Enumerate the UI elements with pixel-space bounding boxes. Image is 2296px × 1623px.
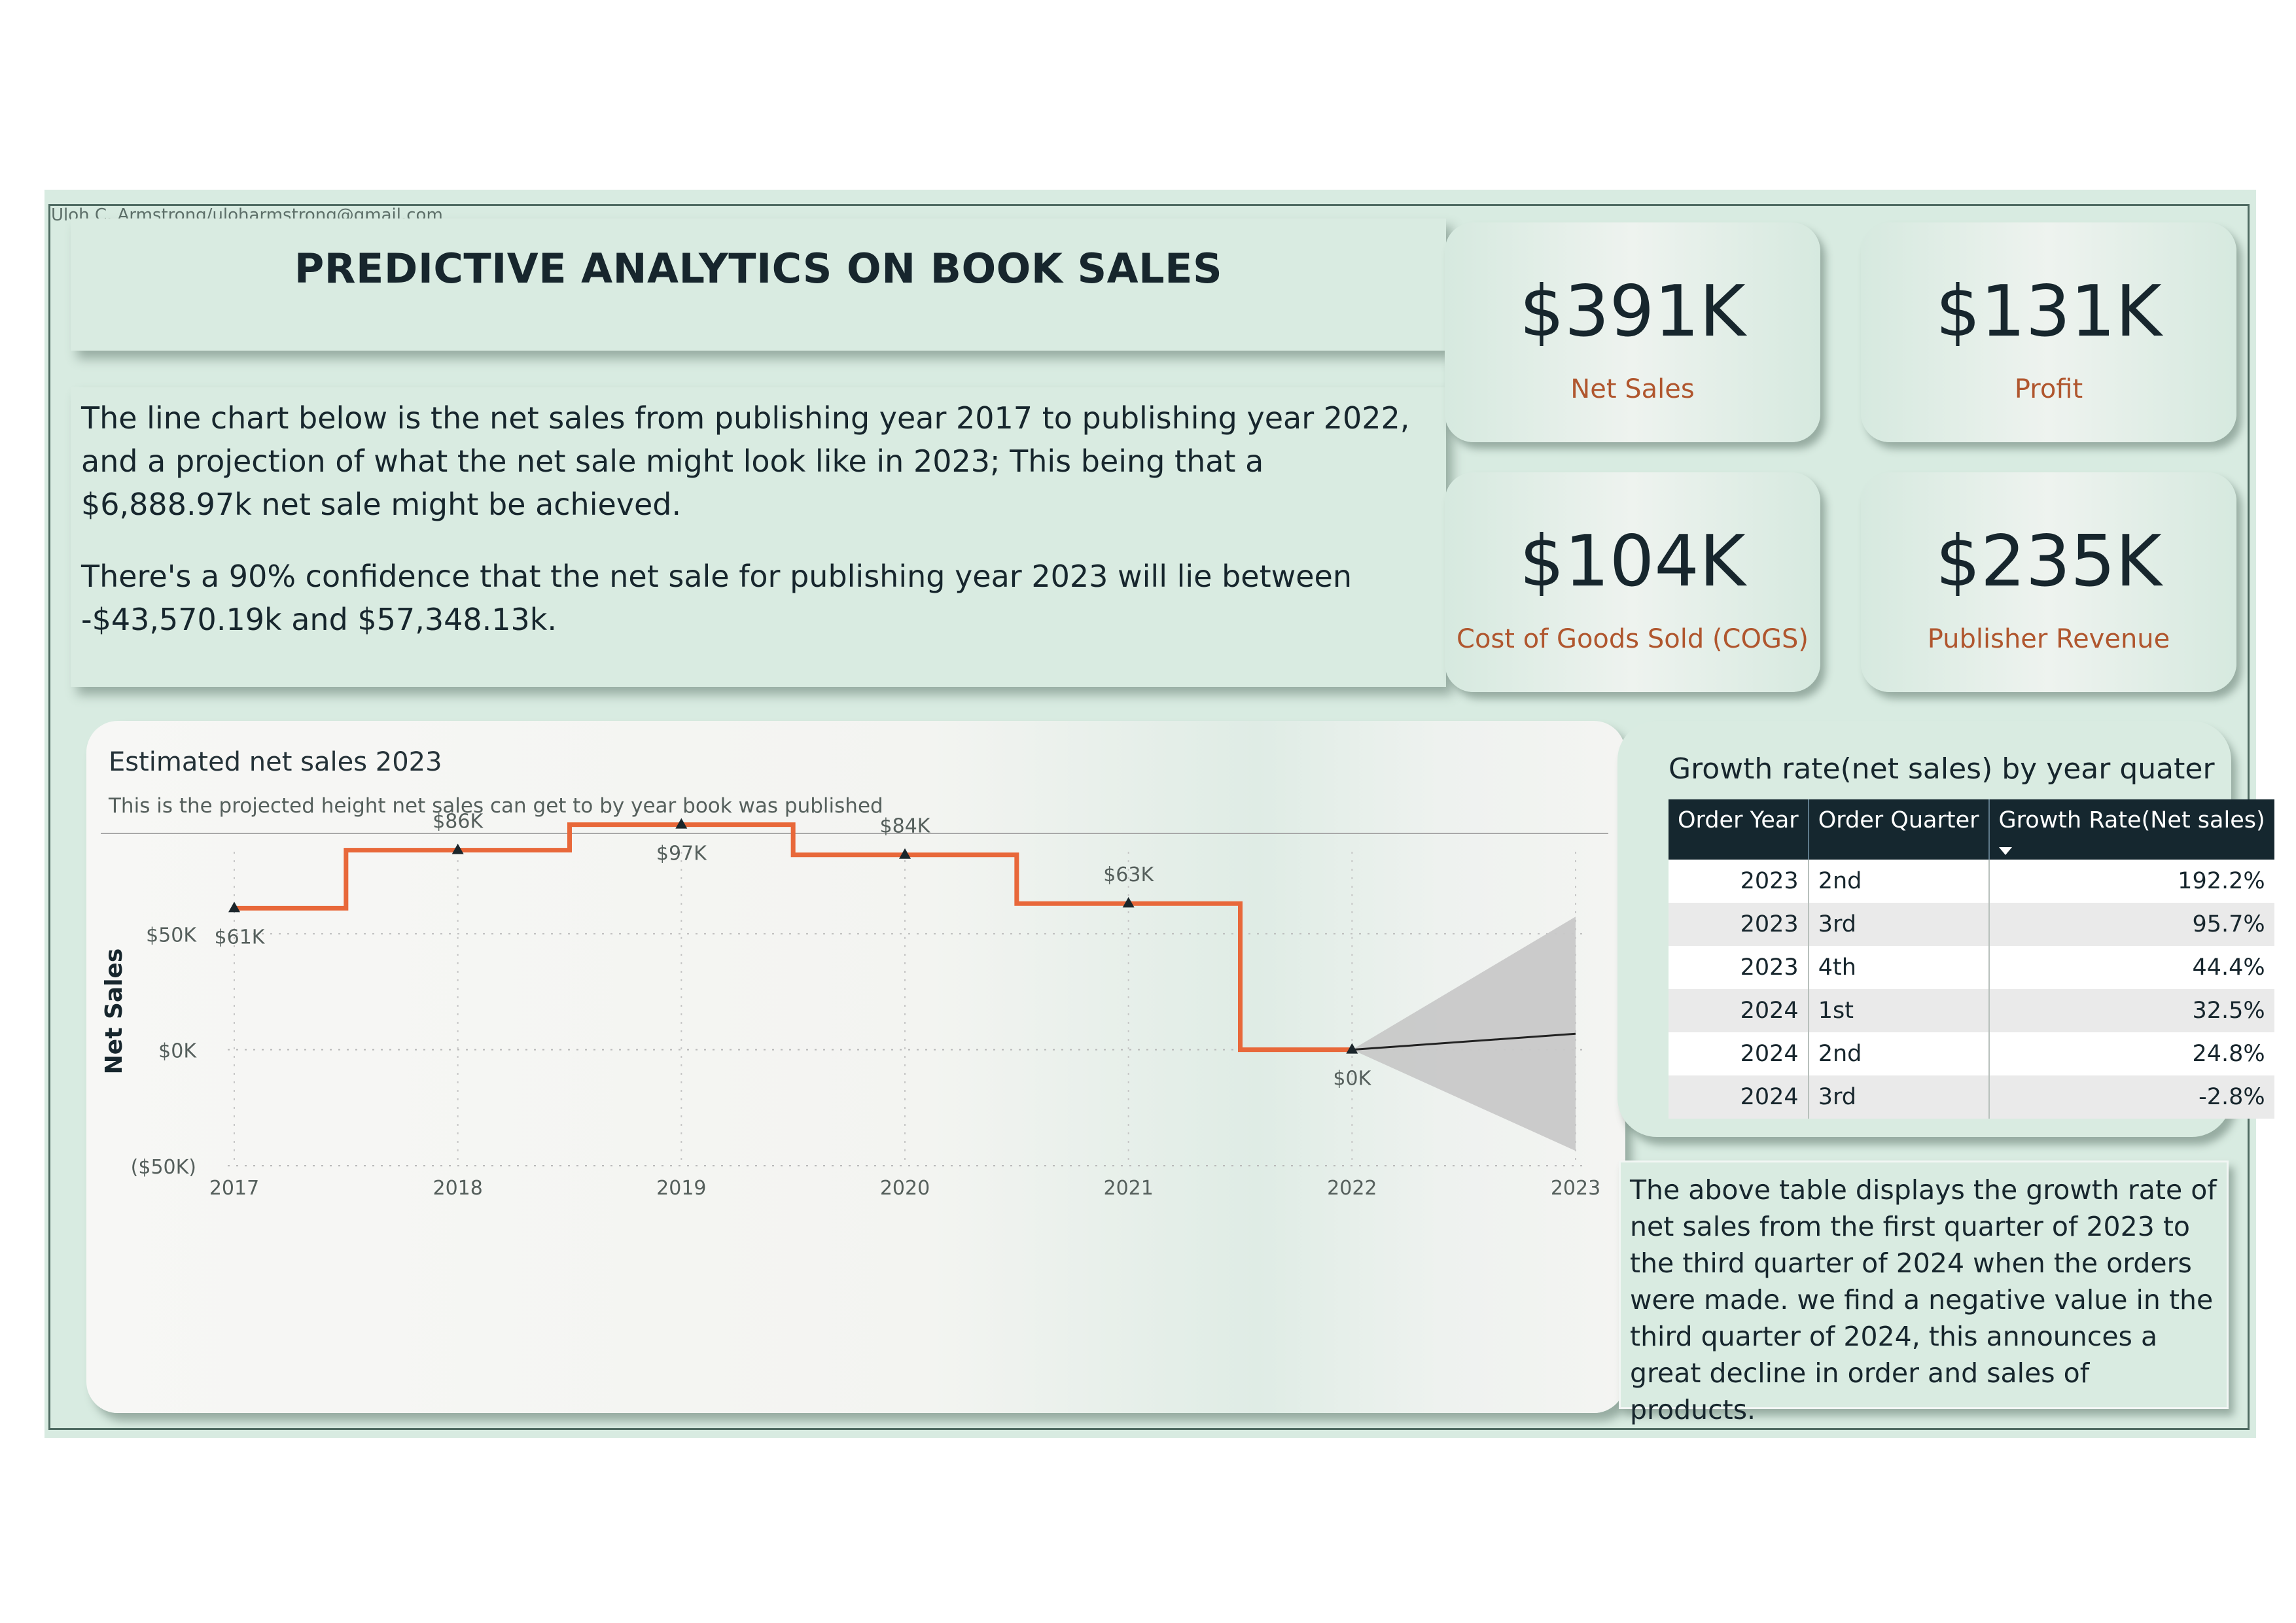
data-point-marker	[675, 818, 688, 829]
x-tick-label: 2019	[656, 1177, 706, 1200]
data-label: $61K	[215, 926, 266, 949]
y-tick-label: $0K	[158, 1040, 197, 1063]
dashboard-canvas: Uloh C. Armstrong/uloharmstrong@gmail.co…	[44, 190, 2274, 1438]
column-header-order-year[interactable]: Order Year	[1669, 799, 1809, 860]
cell-order-quarter: 4th	[1808, 946, 1990, 989]
x-tick-label: 2020	[880, 1177, 930, 1200]
description-card: The line chart below is the net sales fr…	[71, 387, 1446, 687]
cell-order-quarter: 3rd	[1808, 903, 1990, 946]
column-header-growth-rate[interactable]: Growth Rate(Net sales)	[1988, 799, 2274, 860]
cell-order-year: 2024	[1669, 989, 1809, 1032]
y-tick-label: $50K	[146, 924, 197, 947]
net-sales-series-line	[234, 822, 1352, 1053]
net-sales-chart-card[interactable]: Estimated net sales 2023 This is the proj…	[86, 721, 1625, 1413]
data-point-marker	[451, 843, 464, 854]
kpi-card-profit[interactable]: $131K Profit	[1861, 222, 2236, 442]
data-label: $86K	[433, 811, 484, 833]
forecast-line	[1352, 1032, 1576, 1051]
x-tick-label: 2017	[209, 1177, 259, 1200]
kpi-label: Publisher Revenue	[1927, 624, 2170, 654]
cell-order-quarter: 2nd	[1808, 860, 1990, 903]
table-row[interactable]: 2023 4th 44.4%	[1669, 946, 2274, 989]
data-label: $0K	[1333, 1068, 1371, 1091]
cell-order-year: 2023	[1669, 946, 1809, 989]
page-title: PREDICTIVE ANALYTICS ON BOOK SALES	[294, 245, 1223, 292]
chart-title: Estimated net sales 2023	[109, 747, 442, 777]
description-paragraph-2: There's a 90% confidence that the net sa…	[81, 559, 1352, 637]
cell-order-year: 2023	[1669, 860, 1809, 903]
column-header-order-quarter[interactable]: Order Quarter	[1808, 799, 1990, 860]
cell-order-quarter: 1st	[1808, 989, 1990, 1032]
cell-growth-rate: 192.2%	[1988, 860, 2274, 903]
title-card: PREDICTIVE ANALYTICS ON BOOK SALES	[71, 218, 1446, 351]
kpi-value: $391K	[1519, 271, 1746, 353]
cell-order-quarter: 3rd	[1808, 1075, 1990, 1119]
y-axis-label: Net Sales	[101, 949, 128, 1075]
data-point-marker	[1346, 1043, 1358, 1054]
cell-growth-rate: 32.5%	[1988, 989, 2274, 1032]
chart-subtitle: This is the projected height net sales c…	[108, 794, 883, 818]
cell-growth-rate: 44.4%	[1988, 946, 2274, 989]
kpi-label: Cost of Goods Sold (COGS)	[1457, 624, 1809, 654]
table-row[interactable]: 2023 3rd 95.7%	[1669, 903, 2274, 946]
table-row[interactable]: 2024 2nd 24.8%	[1669, 1032, 2274, 1075]
kpi-value: $131K	[1935, 271, 2162, 353]
cell-order-year: 2024	[1669, 1075, 1809, 1119]
cell-order-year: 2024	[1669, 1032, 1809, 1075]
y-tick-label: ($50K)	[131, 1156, 196, 1179]
x-tick-label: 2022	[1327, 1177, 1377, 1200]
x-tick-label: 2021	[1103, 1177, 1153, 1200]
kpi-value: $104K	[1519, 521, 1746, 602]
kpi-card-net-sales[interactable]: $391K Net Sales	[1445, 222, 1820, 442]
description-paragraph-1: The line chart below is the net sales fr…	[81, 400, 1410, 522]
kpi-card-cogs[interactable]: $104K Cost of Goods Sold (COGS)	[1445, 472, 1820, 692]
data-label: $63K	[1103, 864, 1154, 886]
kpi-card-publisher-revenue[interactable]: $235K Publisher Revenue	[1861, 472, 2236, 692]
table-row[interactable]: 2024 1st 32.5%	[1669, 989, 2274, 1032]
x-tick-label: 2018	[433, 1177, 482, 1200]
growth-rate-table-card: Growth rate(net sales) by year quater Or…	[1617, 721, 2274, 1137]
data-label: $84K	[880, 815, 931, 838]
table-row[interactable]: 2024 3rd -2.8%	[1669, 1075, 2274, 1119]
cell-order-quarter: 2nd	[1808, 1032, 1990, 1075]
kpi-value: $235K	[1935, 521, 2162, 602]
x-tick-label: 2023	[1551, 1177, 1600, 1200]
forecast-confidence-band	[1352, 916, 1576, 1151]
growth-note-card: The above table displays the growth rate…	[1619, 1161, 2229, 1425]
growth-table-title: Growth rate(net sales) by year quater	[1669, 752, 2215, 786]
growth-note-text: The above table displays the growth rate…	[1630, 1174, 2217, 1425]
data-point-marker	[899, 848, 911, 859]
cell-growth-rate: 95.7%	[1988, 903, 2274, 946]
cell-growth-rate: 24.8%	[1988, 1032, 2274, 1075]
net-sales-chart[interactable]: Estimated net sales 2023 This is the proj…	[86, 721, 1625, 1413]
data-point-marker	[228, 901, 240, 913]
kpi-label: Net Sales	[1570, 374, 1695, 404]
cell-growth-rate: -2.8%	[1988, 1075, 2274, 1119]
data-label: $97K	[656, 843, 707, 865]
table-row[interactable]: 2023 2nd 192.2%	[1669, 860, 2274, 903]
kpi-label: Profit	[2014, 374, 2083, 404]
growth-rate-table[interactable]: Order Year Order Quarter Growth Rate(Net…	[1669, 799, 2274, 1119]
cell-order-year: 2023	[1669, 903, 1809, 946]
data-point-marker	[1122, 897, 1135, 908]
sort-descending-icon[interactable]	[1998, 847, 2012, 855]
